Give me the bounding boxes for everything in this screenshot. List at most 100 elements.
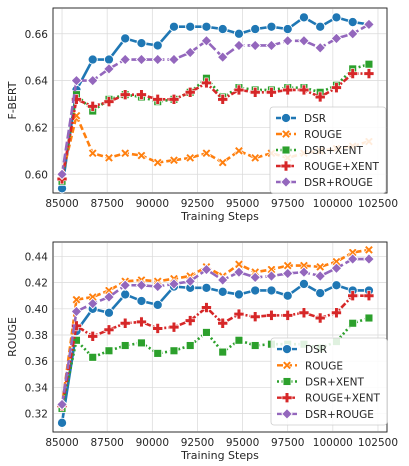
fbert-rouge-line: [60, 114, 370, 177]
fbert-rouge-xent-point: [136, 89, 147, 100]
fbert-rouge-xent-point: [363, 68, 375, 79]
rouge-legend-label-dsr-xent: DSR+XENT: [305, 377, 365, 389]
rouge-x-tick-label: 100000: [313, 437, 353, 449]
rouge-legend-marker-dsr: [281, 344, 293, 355]
rouge-dsr-xent-point: [348, 318, 358, 328]
rouge-dsr-rouge-point: [314, 270, 327, 282]
rouge-x-tick-label: 97500: [271, 437, 304, 449]
rouge-rouge-xent-point: [266, 310, 277, 321]
rouge-rouge-xent-point: [119, 317, 131, 329]
rouge-dsr-point: [152, 299, 163, 310]
rouge-dsr-xent-point: [137, 338, 146, 348]
fbert-rouge-point: [136, 150, 147, 161]
rouge-dsr-point: [298, 278, 310, 289]
rouge-dsr-xent-point: [364, 313, 374, 323]
fbert-dsr-rouge-point: [86, 74, 99, 87]
rouge-legend-marker-dsr-rouge: [281, 408, 293, 420]
rouge-rouge-xent-point: [201, 302, 212, 313]
rouge-rouge-xent-point: [152, 323, 164, 334]
rouge-rouge-point: [282, 260, 293, 271]
rouge-dsr-point: [250, 285, 261, 296]
fbert-dsr-rouge-point: [298, 34, 310, 47]
fbert-dsr-point: [250, 24, 261, 35]
rouge-dsr-rouge-point: [103, 291, 115, 303]
rouge-dsr-point: [282, 290, 293, 301]
fbert-y-tick-label: 0.62: [25, 122, 48, 134]
rouge-rouge-xent-point: [314, 312, 326, 324]
rouge-dsr-rouge-point: [86, 297, 99, 310]
rouge-rouge-xent-point: [184, 315, 196, 326]
fbert-legend: DSR ROUGE DSR+XENT ROUGE+XENT DSR+ROUGE: [269, 106, 387, 194]
rouge-dsr-point: [103, 307, 115, 318]
fbert-rouge-xent-point: [282, 84, 294, 96]
rouge-dsr-xent-point: [153, 348, 163, 358]
rouge-dsr-xent-point: [250, 341, 260, 350]
rouge-x-tick-label: 92500: [181, 437, 214, 449]
rouge-dsr-rouge-point: [233, 266, 245, 278]
fbert-rouge-point: [104, 153, 114, 163]
fbert-dsr-rouge-point: [346, 27, 359, 40]
fbert-y-tick-label: 0.60: [25, 169, 48, 181]
fbert-dsr-point: [136, 38, 147, 49]
rouge-dsr-point: [136, 295, 147, 307]
rouge-rouge-xent-point: [233, 308, 245, 320]
rouge-y-axis-label: ROUGE: [6, 317, 19, 357]
fbert-dsr-rouge-point: [363, 18, 375, 31]
rouge-dsr-point: [233, 289, 245, 300]
fbert-series-rouge-xent: [56, 68, 375, 185]
fbert-y-tick-label: 0.64: [25, 76, 49, 88]
rouge-dsr-rouge-point: [330, 262, 343, 275]
fbert-dsr-rouge-point: [200, 34, 213, 47]
rouge-series-dsr: [56, 278, 374, 428]
rouge-rouge-xent-point: [136, 316, 147, 328]
rouge-dsr-xent-point: [202, 327, 211, 337]
rouge-dsr-rouge-point: [216, 274, 229, 286]
rouge-dsr-rouge-point: [168, 278, 180, 290]
rouge-rouge-point: [364, 245, 374, 255]
fbert-legend-marker-dsr-xent: [281, 145, 291, 155]
rouge-series-rouge-xent: [56, 290, 375, 412]
rouge-dsr-xent-point: [234, 335, 244, 345]
fbert-dsr-point: [103, 54, 115, 65]
fbert-legend-label-dsr-rouge: DSR+ROUGE: [304, 177, 373, 189]
fbert-rouge-xent-point: [201, 77, 212, 89]
rouge-rouge-point: [87, 292, 98, 302]
fbert-dsr-point: [266, 21, 277, 32]
fbert-legend-marker-dsr-rouge: [280, 176, 292, 188]
fbert-dsr-point: [315, 21, 326, 32]
fbert-legend-box: [269, 106, 387, 194]
rouge-dsr-rouge-point: [56, 398, 68, 411]
fbert-dsr-rouge-point: [216, 51, 229, 64]
fbert-rouge-point: [169, 155, 179, 165]
rouge-dsr-xent-point: [88, 352, 98, 362]
rouge-y-tick-label: 0.32: [25, 409, 48, 421]
fbert-dsr-rouge-point: [330, 32, 343, 45]
fbert-dsr-point: [298, 12, 310, 23]
fbert-rouge-point: [250, 153, 260, 163]
fbert-legend-label-dsr-xent: DSR+XENT: [304, 145, 364, 157]
fbert-x-tick-label: 87500: [90, 198, 123, 210]
rouge-rouge-xent-point: [249, 311, 261, 322]
fbert-x-tick-label: 92500: [181, 198, 214, 210]
fbert-dsr-xent-line: [60, 62, 370, 182]
rouge-rouge-xent-point: [87, 331, 99, 342]
rouge-rouge-point: [266, 264, 277, 275]
fbert-legend-label-dsr: DSR: [304, 113, 326, 125]
rouge-x-tick-label: 102500: [358, 437, 398, 449]
fbert-x-tick-label: 102500: [358, 198, 398, 210]
fbert-series-dsr-rouge: [56, 18, 375, 181]
rouge-rouge-xent-point: [347, 290, 358, 302]
rouge-legend-marker-dsr-xent: [282, 377, 292, 386]
rouge-rouge-xent-point: [103, 324, 115, 336]
rouge-rouge-xent-point: [363, 290, 375, 302]
fbert-dsr-point: [152, 40, 163, 51]
fbert-dsr-rouge-point: [151, 53, 164, 66]
rouge-dsr-point: [120, 289, 131, 300]
fbert-rouge-point: [201, 148, 212, 158]
fbert-x-axis-label: Training Steps: [180, 210, 259, 223]
fbert-rouge-xent-point: [168, 94, 180, 105]
rouge-dsr-rouge-point: [346, 253, 359, 265]
rouge-rouge-point: [315, 262, 325, 272]
fbert-rouge-xent-point: [233, 84, 245, 96]
